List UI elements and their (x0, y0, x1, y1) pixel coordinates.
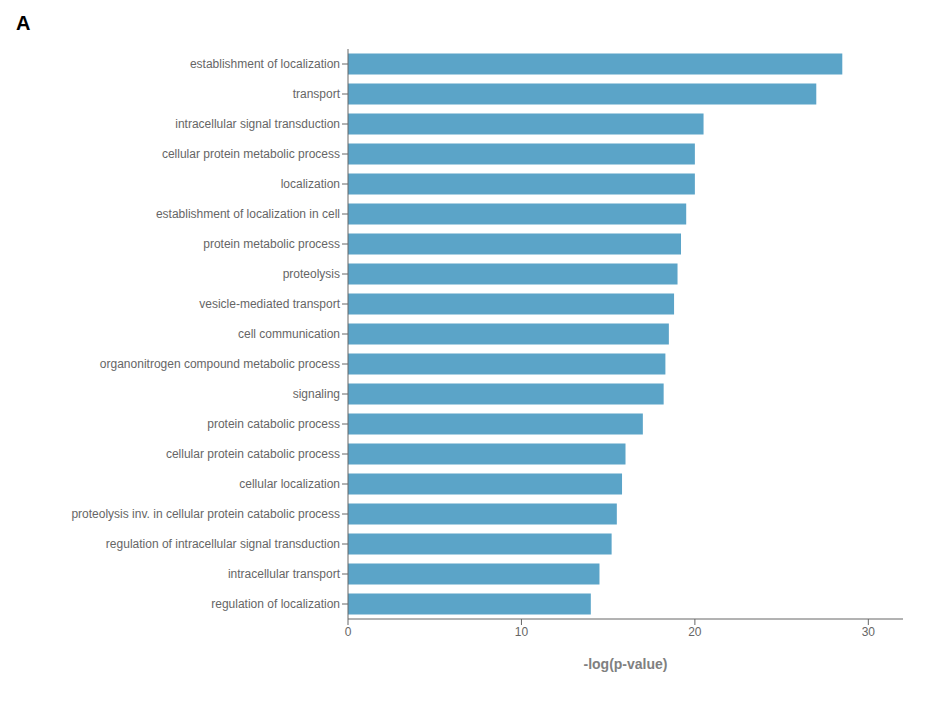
svg-text:cell communication: cell communication (238, 327, 340, 341)
svg-text:vesicle-mediated transport: vesicle-mediated transport (199, 297, 340, 311)
svg-text:proteolysis: proteolysis (283, 267, 340, 281)
svg-text:proteolysis inv. in cellular p: proteolysis inv. in cellular protein cat… (71, 507, 340, 521)
svg-text:cellular protein catabolic pro: cellular protein catabolic process (166, 447, 340, 461)
svg-text:cellular protein metabolic pro: cellular protein metabolic process (162, 147, 340, 161)
svg-text:20: 20 (688, 625, 702, 639)
svg-text:regulation of localization: regulation of localization (211, 597, 340, 611)
svg-text:regulation of intracellular si: regulation of intracellular signal trans… (106, 537, 340, 551)
svg-text:protein metabolic process: protein metabolic process (203, 237, 340, 251)
svg-text:intracellular transport: intracellular transport (228, 567, 341, 581)
svg-text:intracellular signal transduct: intracellular signal transduction (175, 117, 340, 131)
html-text:A: A (16, 12, 31, 34)
svg-text:transport: transport (293, 87, 341, 101)
svg-text:30: 30 (862, 625, 876, 639)
svg-text:-log(p-value): -log(p-value) (584, 656, 668, 672)
svg-text:cellular localization: cellular localization (239, 477, 340, 491)
svg-text:protein catabolic process: protein catabolic process (207, 417, 340, 431)
svg-text:10: 10 (515, 625, 529, 639)
svg-text:establishment of localization: establishment of localization (190, 57, 340, 71)
svg-text:0: 0 (345, 625, 352, 639)
svg-text:localization: localization (281, 177, 340, 191)
svg-text:organonitrogen compound metabo: organonitrogen compound metabolic proces… (100, 357, 340, 371)
svg-text:establishment of localization: establishment of localization in cell (156, 207, 340, 221)
svg-text:signaling: signaling (293, 387, 340, 401)
